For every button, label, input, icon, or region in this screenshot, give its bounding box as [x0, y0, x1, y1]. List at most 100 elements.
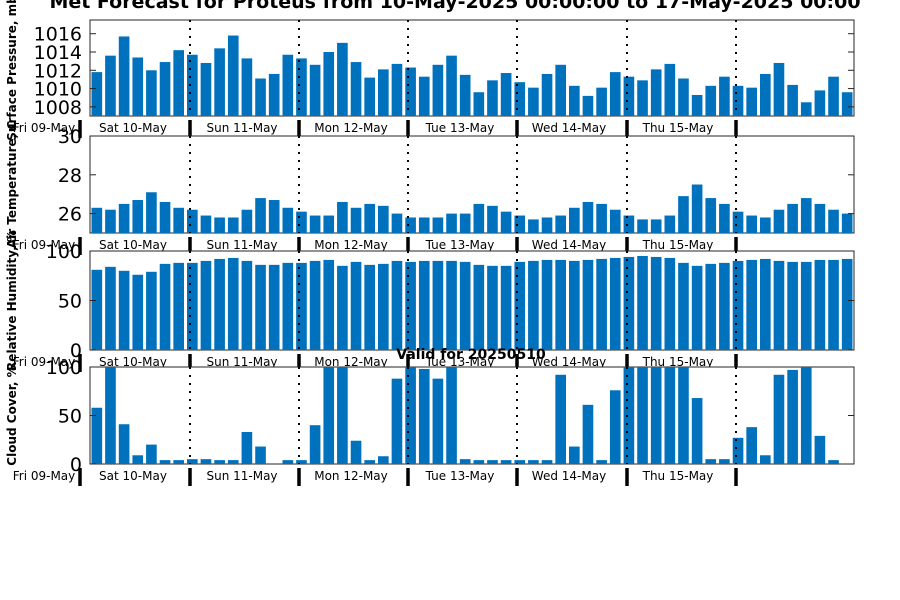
- bar-0-35: [569, 85, 580, 116]
- bar-0-9: [214, 48, 225, 117]
- bar-3-12: [255, 446, 266, 464]
- bar-1-9: [214, 217, 225, 233]
- bar-1-46: [719, 203, 730, 233]
- bar-1-20: [364, 203, 375, 233]
- bar-1-10: [227, 217, 239, 233]
- y-tick-label-1-2: 30: [58, 126, 82, 148]
- bar-3-42: [664, 367, 676, 464]
- bar-3-24: [418, 368, 430, 464]
- day-label-2-4: Tue 13-May: [425, 355, 495, 369]
- bar-0-19: [350, 62, 362, 116]
- bar-2-47: [732, 260, 744, 350]
- bar-2-41: [650, 256, 662, 350]
- bar-3-20: [364, 460, 375, 464]
- bar-1-25: [432, 217, 444, 233]
- bar-1-35: [569, 207, 580, 233]
- bar-3-3: [132, 455, 144, 464]
- bar-2-17: [323, 259, 335, 350]
- bar-3-5: [159, 460, 171, 464]
- bar-2-50: [773, 260, 785, 350]
- bar-1-8: [200, 215, 212, 233]
- bar-2-42: [664, 257, 676, 350]
- bar-1-40: [637, 219, 648, 233]
- bar-1-11: [241, 209, 253, 233]
- bar-1-19: [350, 207, 362, 233]
- bar-1-54: [828, 209, 839, 233]
- bar-0-52: [800, 102, 812, 116]
- bar-3-38: [609, 390, 621, 464]
- bar-3-41: [650, 367, 662, 464]
- y-axis-label-0: Surface Pressure, mb: [5, 0, 19, 141]
- bar-2-45: [705, 263, 717, 350]
- bar-1-51: [787, 203, 798, 233]
- bar-3-7: [187, 459, 198, 464]
- day-label-2-2: Sun 11-May: [206, 355, 277, 369]
- bar-1-3: [132, 200, 144, 233]
- bar-3-27: [459, 459, 471, 464]
- bar-0-21: [378, 69, 389, 116]
- bar-1-2: [118, 203, 130, 233]
- bar-2-26: [446, 260, 457, 350]
- bar-1-48: [746, 215, 757, 233]
- bar-3-40: [637, 367, 648, 464]
- bar-0-22: [391, 63, 403, 116]
- bar-3-18: [337, 367, 348, 464]
- bar-1-27: [459, 213, 471, 233]
- bar-0-12: [255, 78, 266, 116]
- bar-1-13: [268, 200, 280, 233]
- bar-2-6: [173, 262, 184, 350]
- day-label-1-5: Wed 14-May: [532, 238, 606, 252]
- bar-0-37: [596, 87, 607, 116]
- day-label-2-1: Sat 10-May: [99, 355, 167, 369]
- bar-3-2: [118, 424, 130, 464]
- bar-2-39: [623, 256, 635, 350]
- day-label-2-3: Mon 12-May: [314, 355, 388, 369]
- bar-2-29: [487, 265, 498, 350]
- bar-2-24: [418, 260, 430, 350]
- bar-1-4: [146, 192, 157, 233]
- bar-3-4: [146, 444, 157, 464]
- bar-0-31: [514, 82, 526, 116]
- bar-1-42: [664, 215, 676, 233]
- day-label-1-1: Sat 10-May: [99, 238, 167, 252]
- bar-2-5: [159, 263, 171, 350]
- bar-3-37: [596, 460, 607, 464]
- bar-3-9: [214, 460, 225, 464]
- bar-2-46: [719, 262, 730, 350]
- bar-3-26: [446, 367, 457, 464]
- bar-1-30: [500, 211, 512, 233]
- bar-0-5: [159, 62, 171, 116]
- bar-3-46: [719, 459, 730, 464]
- bar-1-6: [173, 207, 184, 233]
- bar-3-23: [405, 367, 416, 464]
- y-tick-label-2-2: 100: [46, 241, 82, 263]
- y-tick-label-0-2: 1012: [34, 60, 82, 82]
- bar-1-15: [296, 211, 307, 233]
- bar-0-0: [91, 72, 103, 116]
- bar-0-13: [268, 73, 280, 116]
- bar-2-8: [200, 260, 212, 350]
- bar-3-0: [91, 407, 103, 464]
- bar-0-17: [323, 52, 335, 116]
- bar-1-23: [405, 217, 416, 233]
- bar-1-39: [623, 215, 635, 233]
- y-tick-label-1-0: 26: [58, 204, 82, 226]
- y-tick-label-0-1: 1010: [34, 79, 82, 101]
- bar-2-55: [841, 258, 853, 350]
- bar-1-32: [528, 219, 539, 233]
- day-label-3-2: Sun 11-May: [206, 469, 277, 483]
- bar-0-51: [787, 84, 798, 116]
- y-tick-label-0-3: 1014: [34, 42, 82, 64]
- day-label-2-5: Wed 14-May: [532, 355, 606, 369]
- bar-2-19: [350, 261, 362, 350]
- bar-1-14: [282, 207, 294, 233]
- day-label-3-0: Fri 09-May: [13, 469, 76, 483]
- day-label-1-4: Tue 13-May: [425, 238, 495, 252]
- bar-1-26: [446, 213, 457, 233]
- bar-3-52: [800, 367, 812, 464]
- bar-0-20: [364, 77, 375, 116]
- bar-2-16: [309, 260, 321, 350]
- bar-3-44: [691, 398, 703, 464]
- bar-0-40: [637, 80, 648, 116]
- bar-2-15: [296, 262, 307, 350]
